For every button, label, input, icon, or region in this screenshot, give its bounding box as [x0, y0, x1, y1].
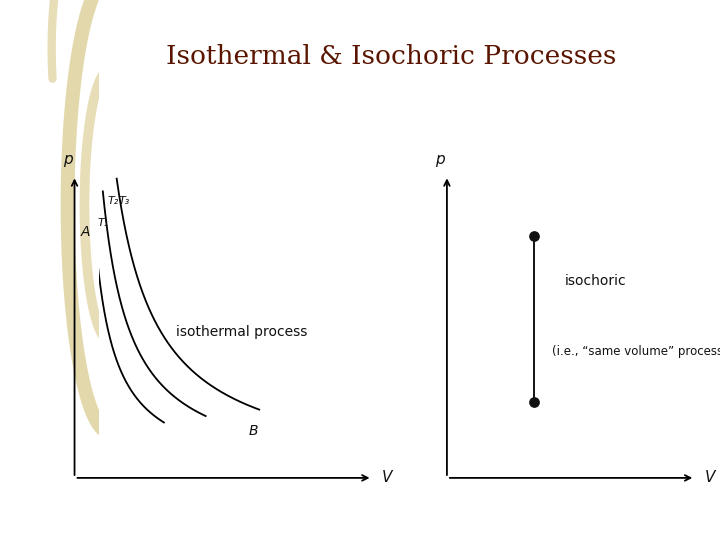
Text: (i.e., “same volume” process): (i.e., “same volume” process) — [552, 345, 720, 358]
Text: T₁: T₁ — [98, 218, 109, 228]
Text: B: B — [249, 424, 258, 438]
Text: Isothermal & Isochoric Processes: Isothermal & Isochoric Processes — [166, 44, 616, 69]
Point — [528, 398, 539, 407]
Text: p: p — [63, 152, 73, 167]
Text: T₃: T₃ — [119, 197, 130, 206]
Text: V: V — [704, 470, 715, 485]
Point — [528, 232, 539, 240]
Text: T₂: T₂ — [107, 197, 119, 206]
Text: p: p — [435, 152, 444, 167]
Text: isochoric: isochoric — [565, 274, 626, 288]
Text: V: V — [382, 470, 392, 485]
Text: isothermal process: isothermal process — [176, 325, 307, 339]
Text: A: A — [81, 225, 90, 239]
